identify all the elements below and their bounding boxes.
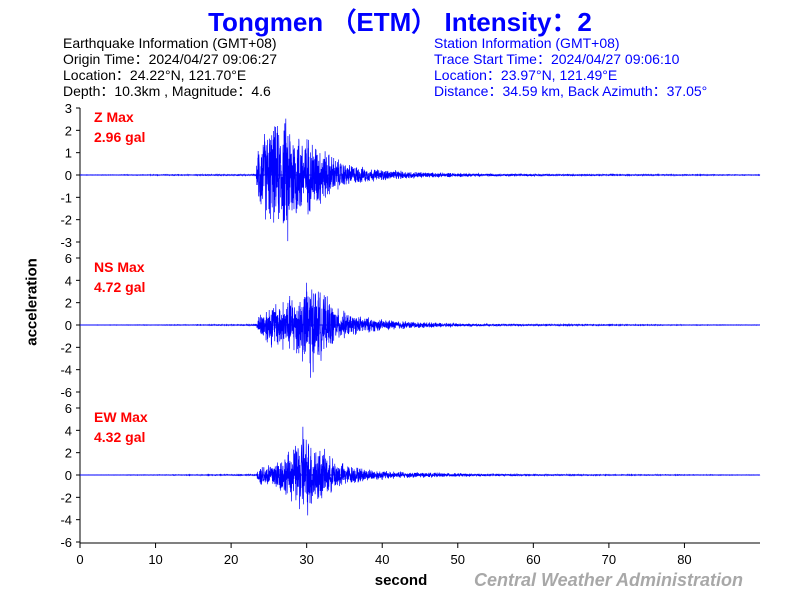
y-tick-label: 6 — [65, 251, 72, 266]
station-location: Location：23.97°N, 121.49°E — [434, 67, 618, 83]
y-tick-label: 0 — [65, 168, 72, 183]
y-tick-label: 3 — [65, 101, 72, 116]
credit-text: Central Weather Administration — [474, 570, 744, 590]
x-tick-label: 50 — [451, 552, 465, 567]
x-tick-label: 80 — [677, 552, 691, 567]
x-tick-label: 70 — [602, 552, 616, 567]
y-tick-label: 0 — [65, 318, 72, 333]
panel-z: 3 2 1 0 -1 -2 -3 Z Max 2.96 gal — [60, 101, 761, 250]
y-tick-label: -3 — [60, 235, 72, 250]
y-tick-label: -4 — [60, 513, 72, 528]
x-tick-label: 0 — [76, 552, 83, 567]
y-tick-label: 2 — [65, 296, 72, 311]
y-tick-label: 4 — [65, 273, 72, 288]
y-tick-label: 1 — [65, 146, 72, 161]
x-tick-label: 60 — [526, 552, 540, 567]
max-label: EW Max — [94, 409, 148, 425]
earthquake-info-heading: Earthquake Information (GMT+08) — [63, 35, 277, 51]
page-title: Tongmen （ETM） Intensity：2 — [208, 7, 592, 37]
y-tick-label: -2 — [60, 213, 72, 228]
waveform-trace — [79, 282, 761, 378]
y-tick-label: 2 — [65, 446, 72, 461]
epicenter-location: Location：24.22°N, 121.70°E — [63, 67, 247, 83]
x-tick-label: 20 — [224, 552, 238, 567]
y-tick-label: -1 — [60, 190, 72, 205]
max-value: 4.72 gal — [94, 279, 145, 295]
trace-start-time: Trace Start Time：2024/04/27 09:06:10 — [434, 51, 680, 67]
x-tick-label: 40 — [375, 552, 389, 567]
max-label: NS Max — [94, 259, 145, 275]
waveform-trace — [79, 426, 761, 516]
y-tick-label: -2 — [60, 490, 72, 505]
y-tick-label: -4 — [60, 363, 72, 378]
y-axis-label: acceleration — [23, 258, 41, 346]
x-axis-label: second — [374, 572, 428, 589]
y-tick-label: -2 — [60, 340, 72, 355]
y-tick-label: -6 — [60, 385, 72, 400]
y-tick-label: 6 — [65, 401, 72, 416]
panel-ns: 6 4 2 0 -2 -4 -6 NS Max 4.72 gal — [60, 251, 761, 400]
x-tick-label: 30 — [299, 552, 313, 567]
panel-ew: 6 4 2 0 -2 -4 -6 EW Max 4.32 gal — [60, 401, 761, 550]
y-tick-label: -6 — [60, 535, 72, 550]
depth-magnitude: Depth：10.3km , Magnitude：4.6 — [63, 83, 271, 99]
max-value: 2.96 gal — [94, 129, 145, 145]
y-tick-label: 2 — [65, 123, 72, 138]
y-tick-label: 0 — [65, 468, 72, 483]
station-info: Station Information (GMT+08) Trace Start… — [434, 35, 707, 99]
earthquake-info: Earthquake Information (GMT+08) Origin T… — [63, 35, 277, 99]
max-value: 4.32 gal — [94, 429, 145, 445]
max-label: Z Max — [94, 109, 134, 125]
origin-time: Origin Time：2024/04/27 09:06:27 — [63, 51, 278, 67]
station-info-heading: Station Information (GMT+08) — [434, 35, 620, 51]
distance-azimuth: Distance：34.59 km, Back Azimuth：37.05° — [434, 83, 708, 99]
y-tick-label: 4 — [65, 423, 72, 438]
x-tick-label: 10 — [148, 552, 162, 567]
waveform-trace — [79, 118, 761, 242]
